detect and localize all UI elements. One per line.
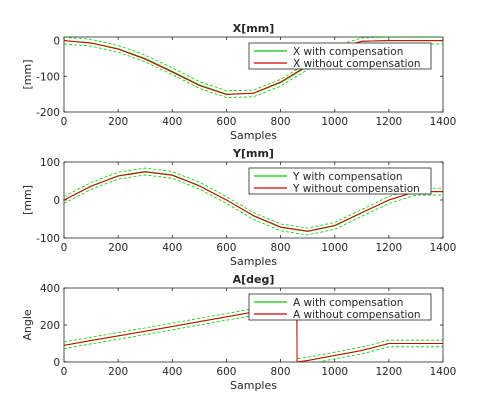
x-tick-label: 0 [61, 242, 68, 254]
legend-box [248, 293, 432, 321]
x-tick-label: 400 [162, 116, 182, 128]
chart-title: A[deg] [233, 273, 275, 286]
y-tick-label: 0 [53, 36, 60, 48]
legend-label: Y without compensation [292, 183, 420, 195]
x-tick-label: 1400 [430, 116, 457, 128]
legend-label: Y with compensation [292, 171, 403, 183]
envelope-line-2 [64, 174, 443, 236]
y-tick-label: -100 [36, 233, 60, 245]
y-tick-label: 0 [53, 357, 60, 369]
chart-title: X[mm] [233, 22, 274, 35]
x-axis-label: Samples [230, 129, 277, 142]
chart-title: Y[mm] [232, 147, 274, 160]
legend-box [248, 42, 432, 70]
legend-label: X with compensation [293, 46, 403, 58]
x-tick-label: 1000 [321, 116, 348, 128]
x-tick-label: 600 [216, 116, 236, 128]
x-tick-label: 200 [108, 242, 128, 254]
envelope-line-1 [64, 167, 443, 229]
x-axis-label: Samples [230, 255, 277, 268]
y-axis-label: [mm] [21, 59, 34, 89]
series-line-2 [64, 40, 443, 96]
legend-label: X without compensation [293, 58, 421, 70]
y-tick-label: -100 [36, 71, 60, 83]
x-axis-label: Samples [230, 379, 277, 392]
x-tick-label: 1000 [321, 242, 348, 254]
x-tick-label: 600 [216, 366, 236, 378]
x-tick-label: 1000 [321, 366, 348, 378]
x-tick-label: 600 [216, 242, 236, 254]
x-tick-label: 400 [162, 366, 182, 378]
legend-box [248, 167, 432, 195]
y-tick-label: -200 [36, 107, 60, 119]
x-tick-label: 800 [271, 116, 291, 128]
subplot-2: Y[mm]0 200 400 600 800 1000 1200 14001000-100Sa… [21, 147, 456, 268]
x-tick-label: 800 [271, 366, 291, 378]
legend-label: A with compensation [293, 297, 403, 309]
x-tick-label: 200 [108, 116, 128, 128]
x-tick-label: 0 [61, 116, 68, 128]
x-tick-label: 1400 [430, 242, 457, 254]
subplot-3: A[deg] 0 200 400 600 800 1000 1200 1400 400 200 0 Sa… [21, 273, 456, 392]
x-tick-label: 1200 [375, 116, 402, 128]
y-tick-label: 200 [40, 320, 60, 332]
x-tick-label: 200 [108, 366, 128, 378]
x-tick-label: 400 [162, 242, 182, 254]
y-axis-label: [mm] [21, 185, 34, 215]
legend-label: A without compensation [293, 309, 421, 321]
x-tick-label: 1200 [375, 366, 402, 378]
y-tick-label: 100 [40, 157, 60, 169]
y-tick-label: 0 [53, 195, 60, 207]
subplot-1: X[mm] 0 200 400 600 800 1000 1200 1400 0 -100 -200 S… [21, 22, 456, 142]
x-tick-label: 1200 [375, 242, 402, 254]
x-tick-label: 1400 [430, 366, 457, 378]
series-line-2 [64, 171, 443, 232]
x-tick-label: 800 [271, 242, 291, 254]
y-tick-label: 400 [40, 283, 60, 295]
x-tick-label: 0 [61, 366, 68, 378]
y-axis-label: Angle [21, 309, 34, 341]
